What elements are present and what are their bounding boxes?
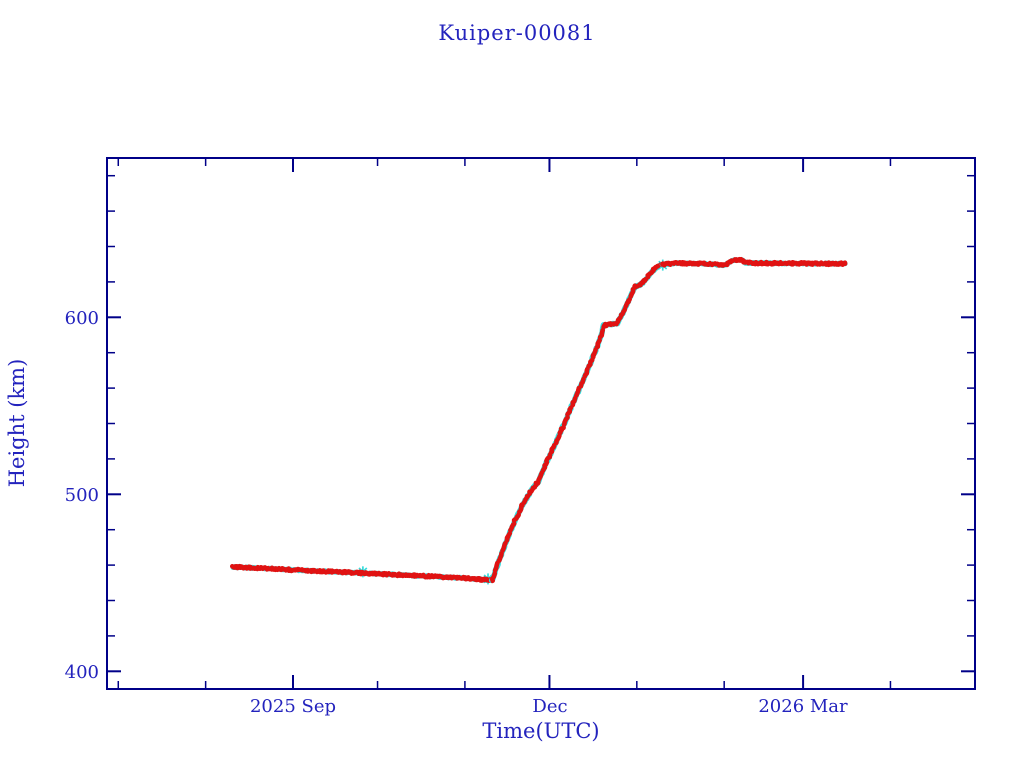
y-tick-label-400: 400 [65,662,99,683]
y-tick-label-600: 600 [65,308,99,329]
y-tick-label-500: 500 [65,485,99,506]
x-tick-label-mar: 2026 Mar [758,696,848,717]
x-tick-label-sep: 2025 Sep [250,696,336,717]
height-decay-red-texture [232,564,494,583]
chart-title: Kuiper-00081 [438,21,595,45]
cyan-markers-layer [357,259,669,585]
axes-layer [106,157,976,690]
plot-border [106,157,976,690]
x-tick-label-dec: Dec [532,696,567,717]
height-orbit-raise-cyan-underlay [488,261,665,583]
x-axis-label: Time(UTC) [482,719,599,743]
data-series-layer [230,256,848,584]
height-orbit-raise-red-texture [491,262,664,584]
height-orbit-raise-red-trace [489,262,665,583]
y-axis-label: Height (km) [5,359,29,488]
height-plateau-red-texture [660,257,847,268]
